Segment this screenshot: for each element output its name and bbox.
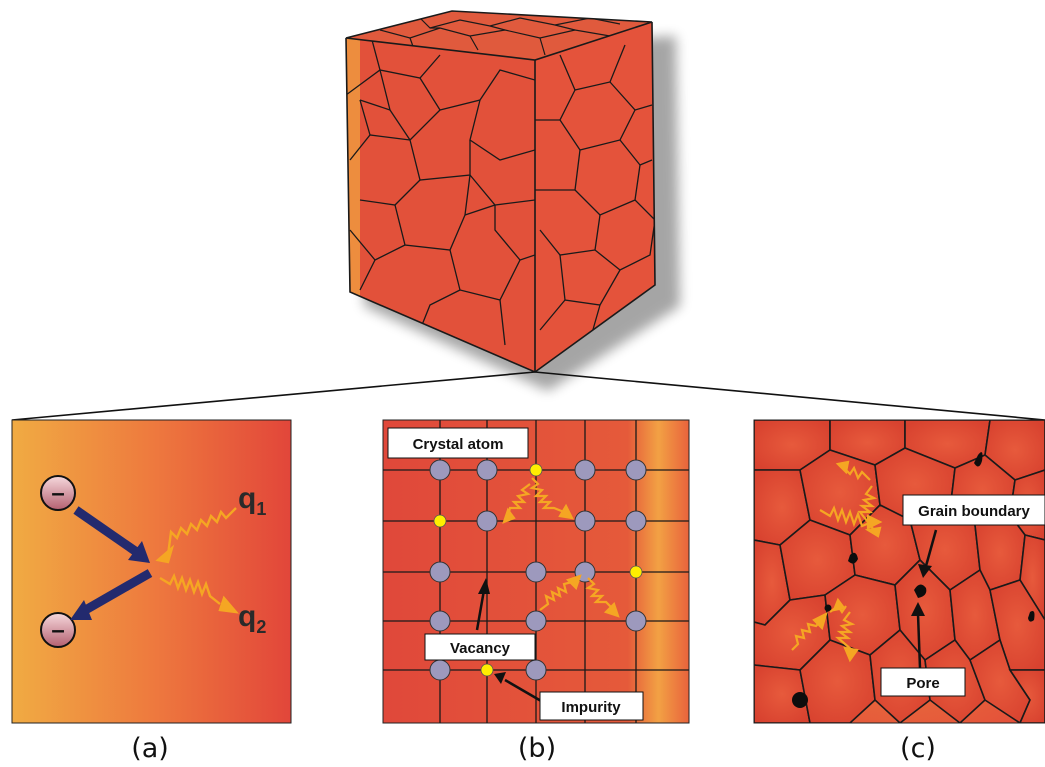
crystal-atom-label: Crystal atom (387, 427, 529, 459)
crystal-atom-label-text: Crystal atom (413, 436, 504, 453)
phonon-wave-icon-c (791, 460, 883, 663)
grain-cube (345, 10, 680, 391)
pore-label: Pore (880, 667, 966, 697)
panel-a-background (11, 419, 292, 724)
electron-charge-top: – (51, 480, 64, 507)
panel-b-caption: (b) (518, 733, 556, 764)
impurity-icon-group (433, 463, 643, 677)
grain-cells (754, 420, 1045, 723)
panel-a-electron-phonon: – – q1 q2 (a) (11, 419, 292, 764)
pore-label-text: Pore (906, 675, 939, 692)
cube-right-face (535, 22, 655, 372)
panel-c-grain-boundaries: Grain boundary Pore (c) (753, 419, 1045, 764)
phonon-wave-icon-b (502, 477, 620, 618)
label-arrows-c (911, 529, 938, 669)
vacancy-label: Vacancy (424, 633, 536, 661)
grain-boundary-label-text: Grain boundary (918, 503, 1030, 520)
phonon-wave-icon (155, 507, 239, 614)
phonon-label-q2: q2 (238, 600, 266, 637)
electron-icon-top: – (40, 475, 76, 511)
cube-left-face (346, 38, 535, 372)
electron-icon-bottom: – (40, 612, 76, 648)
scatter-arrow-icon (70, 506, 153, 620)
panel-c-caption: (c) (900, 733, 936, 764)
phonon-label-q1: q1 (238, 482, 266, 519)
atom-icon-group (429, 459, 647, 681)
pore-icon-group (792, 452, 1035, 708)
impurity-label-text: Impurity (561, 699, 621, 716)
electron-charge-bottom: – (51, 617, 64, 644)
impurity-label: Impurity (539, 691, 644, 721)
panel-b-lattice-defects: Crystal atom Vacancy Impurity (b) (382, 419, 690, 764)
vacancy-label-text: Vacancy (450, 640, 511, 657)
zoom-lines (11, 371, 1045, 421)
panel-a-caption: (a) (131, 733, 169, 764)
grain-boundary-label: Grain boundary (902, 494, 1045, 526)
